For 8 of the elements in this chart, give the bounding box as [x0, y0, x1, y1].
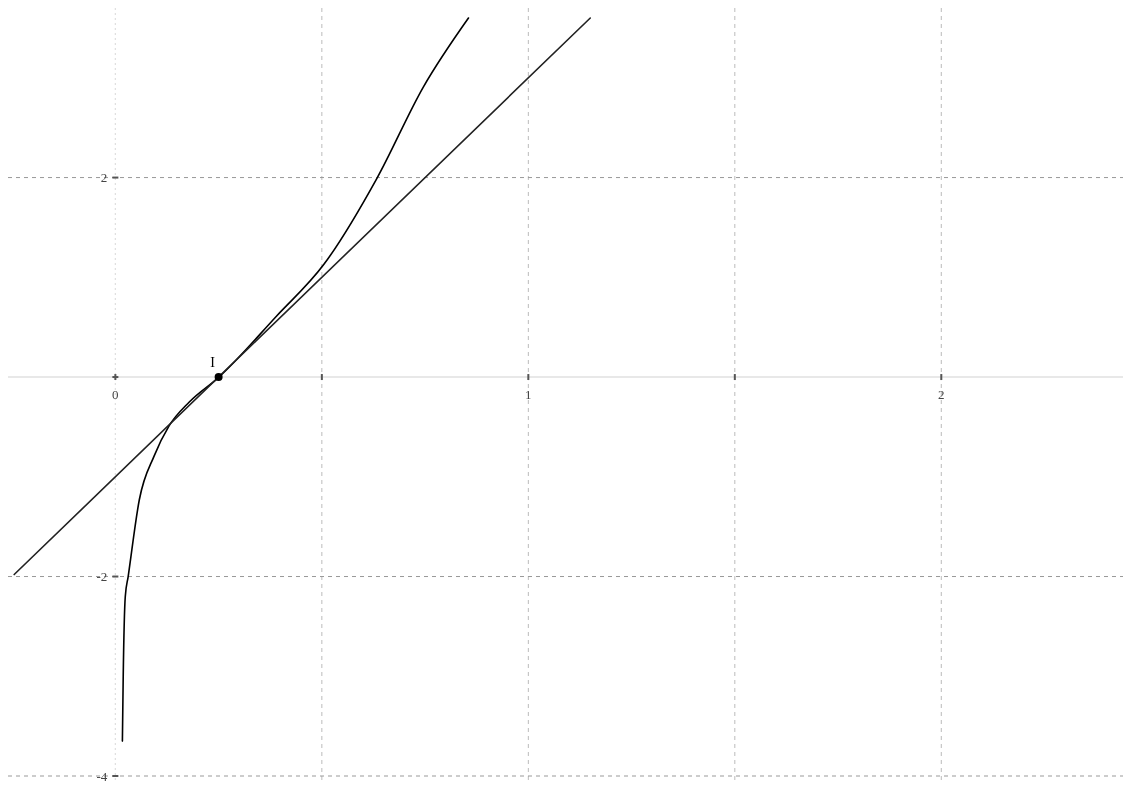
y-tick-label: 2 — [100, 170, 108, 186]
line-series — [121, 17, 470, 742]
x-tick-label: 1 — [525, 387, 532, 403]
x-tick-label: 0 — [112, 387, 119, 403]
x-tick-label: 2 — [938, 387, 945, 403]
y-tick-label: -4 — [96, 768, 108, 784]
y-tick-label: -2 — [96, 569, 108, 585]
annotation: I — [210, 355, 216, 371]
